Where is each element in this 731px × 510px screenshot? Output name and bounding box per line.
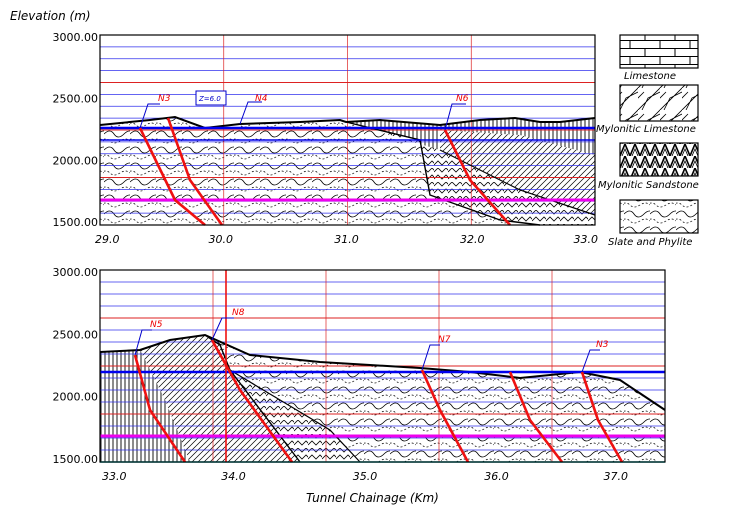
top-profile-panel: N3 N4 N6 Z=6.0 3000.00 2500.00 2000.00 1500…: [53, 31, 599, 246]
x-tick-label: 34.0: [221, 470, 246, 483]
fault-label-n3-bottom: N3: [596, 340, 609, 350]
bottom-profile-panel: N5 N8 N7 N3 3000.00 2500.00 2000.00 1500.00…: [53, 266, 666, 483]
y-tick-label: 1500.00: [53, 216, 99, 229]
x-tick-label: 36.0: [484, 470, 509, 483]
legend-label-limestone: Limestone: [624, 71, 676, 82]
bottom-zig-left: [140, 335, 300, 462]
x-tick-label: 31.0: [334, 233, 359, 246]
y-tick-label: 3000.00: [53, 266, 99, 279]
fault-line-n7b: [508, 371, 564, 463]
x-tick-label: 29.0: [95, 233, 120, 246]
y-axis-title: Elevation (m): [10, 9, 91, 23]
top-annotation-text: Z=6.0: [198, 95, 221, 103]
fault-label-n6-top: N6: [456, 94, 469, 104]
legend-swatch-slate-phylite: [619, 199, 699, 234]
legend-swatch-limestone: [619, 34, 699, 69]
legend-swatch-mylonitic-sandstone: [619, 142, 699, 177]
y-tick-label: 3000.00: [53, 31, 99, 44]
x-tick-label: 35.0: [353, 470, 378, 483]
fault-line-n3b-top: [166, 117, 224, 226]
legend-label-slate-phylite: Slate and Phylite: [608, 237, 692, 248]
x-tick-label: 37.0: [604, 470, 629, 483]
legend: Limestone Mylonitic Limestone Mylonitic …: [596, 34, 699, 248]
x-tick-label: 33.0: [574, 233, 599, 246]
y-tick-label: 2000.00: [53, 154, 99, 167]
y-tick-label: 2000.00: [53, 391, 99, 404]
fault-label-n8: N8: [232, 308, 245, 318]
x-tick-label: 33.0: [102, 470, 127, 483]
top-annotation-box: [195, 90, 227, 106]
legend-swatch-mylonitic-limestone: [619, 84, 699, 122]
top-slate-body: [100, 117, 540, 225]
y-tick-label: 2500.00: [53, 93, 99, 106]
fault-line-n7: [420, 369, 470, 463]
fault-line-n8: [210, 339, 294, 463]
y-tick-label: 2500.00: [53, 328, 99, 341]
x-tick-label: 32.0: [460, 233, 485, 246]
fault-label-n4-top: N4: [255, 94, 268, 104]
y-tick-label: 1500.00: [53, 453, 99, 466]
x-tick-label: 30.0: [209, 233, 234, 246]
top-contact-line: [345, 121, 541, 226]
bottom-zig-mid: [230, 370, 360, 462]
fault-label-n3-top: N3: [158, 94, 171, 104]
legend-label-mylonitic-sandstone: Mylonitic Sandstone: [598, 180, 699, 191]
legend-label-mylonitic-limestone: Mylonitic Limestone: [596, 124, 696, 135]
fault-line-n6-top: [443, 129, 511, 226]
fault-label-n5: N5: [150, 320, 163, 330]
top-diag-body: [440, 130, 595, 215]
fault-label-n7: N7: [438, 335, 451, 345]
fault-line-n5: [133, 354, 187, 463]
fault-line-n3-top: [138, 127, 206, 226]
fault-line-n3-bottom: [580, 371, 624, 463]
x-axis-title: Tunnel Chainage (Km): [306, 491, 439, 505]
bottom-grid: [100, 270, 665, 462]
